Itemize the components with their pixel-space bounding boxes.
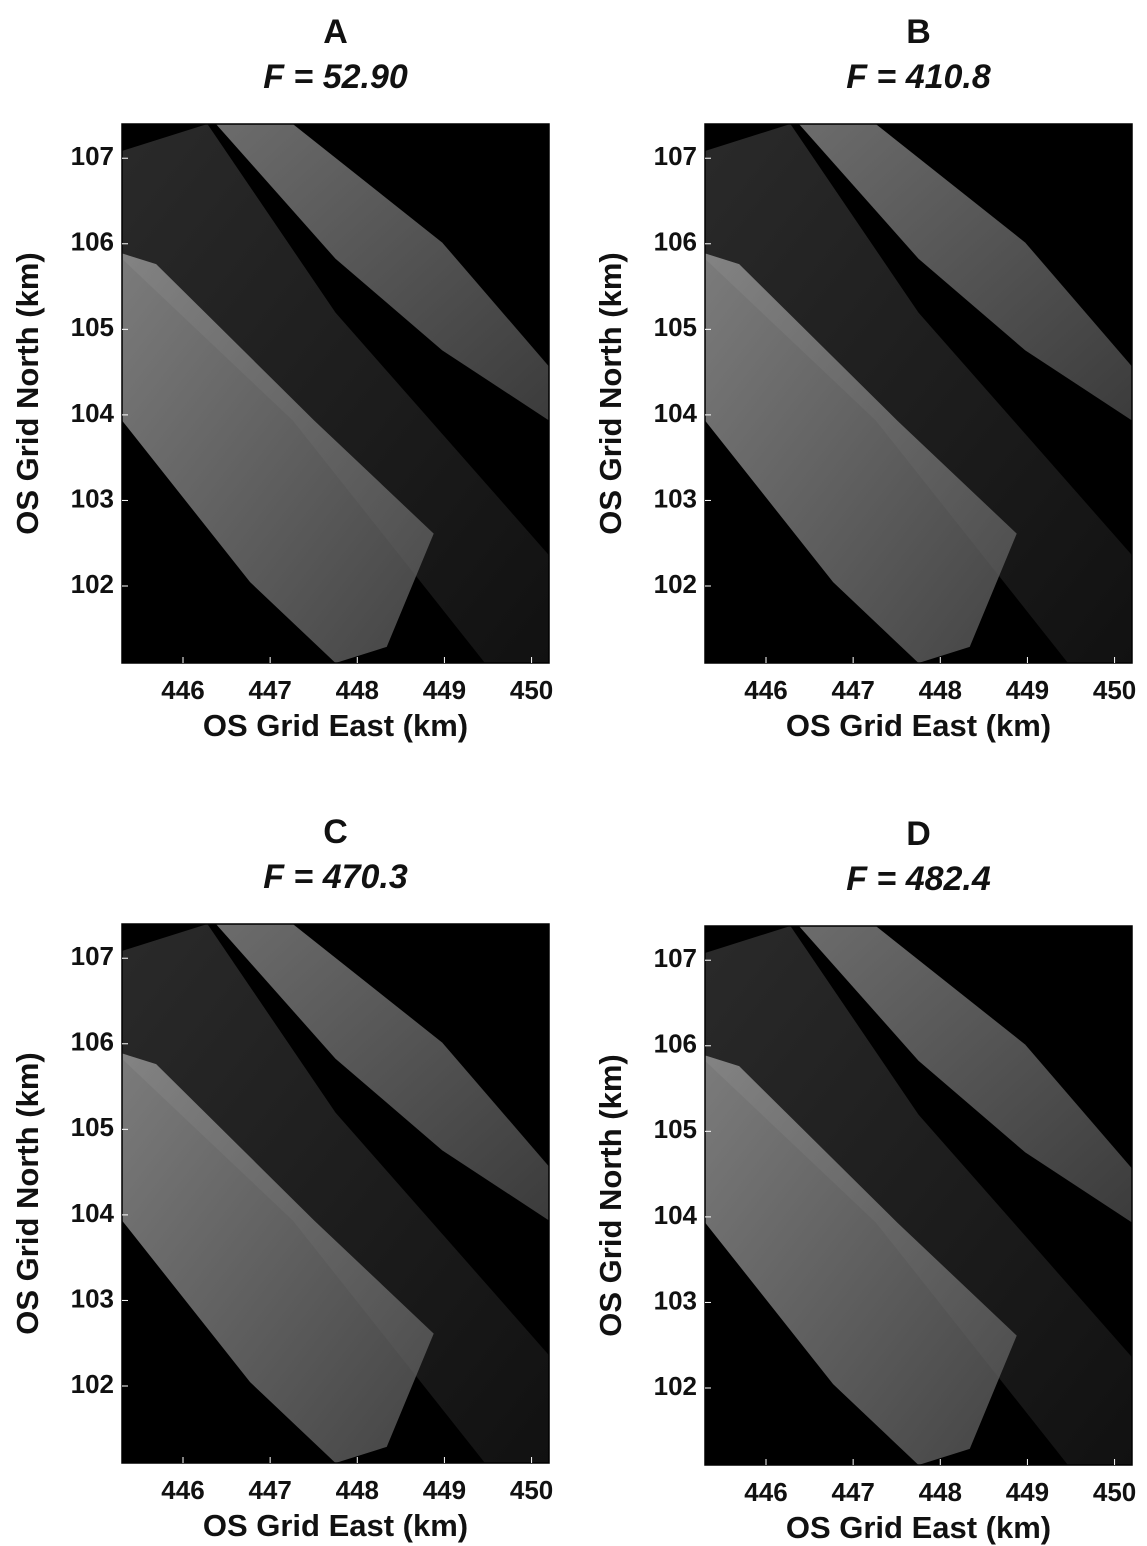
y-tick-label: 104 (654, 1200, 698, 1230)
x-axis-label: OS Grid East (km) (786, 1510, 1051, 1545)
x-tick-label: 446 (161, 675, 204, 705)
x-tick-label: 448 (336, 1475, 379, 1505)
x-axis-label: OS Grid East (km) (203, 708, 468, 743)
panel-title: A (323, 13, 348, 51)
y-tick-label: 103 (71, 483, 114, 513)
x-tick-label: 449 (1006, 1477, 1049, 1507)
x-tick-label: 449 (1006, 675, 1049, 705)
y-tick-label: 105 (654, 1114, 697, 1144)
y-tick-label: 102 (654, 569, 697, 599)
y-axis-label: OS Grid North (km) (10, 252, 45, 534)
figure: A F = 52.90 446 447 448 449 450 102 103 104 105 106… (0, 0, 1147, 1546)
x-tick-label: 449 (423, 675, 466, 705)
x-tick-label: 448 (919, 675, 962, 705)
y-tick-label: 104 (71, 398, 115, 428)
panel-title: B (906, 13, 931, 51)
x-tick-label: 448 (919, 1477, 962, 1507)
panel-subtitle: F = 410.8 (846, 58, 991, 96)
y-tick-label: 103 (654, 483, 697, 513)
x-tick-label: 448 (336, 675, 379, 705)
x-tick-label: 450 (510, 1475, 553, 1505)
x-tick-label: 450 (1093, 675, 1136, 705)
x-axis-label: OS Grid East (km) (786, 708, 1051, 743)
y-tick-label: 106 (654, 227, 697, 257)
x-tick-label: 447 (831, 1477, 874, 1507)
y-tick-label: 102 (654, 1371, 697, 1401)
panel-title: C (323, 813, 348, 851)
y-axis-label: OS Grid North (km) (593, 252, 628, 534)
y-tick-label: 107 (71, 141, 114, 171)
x-axis-label: OS Grid East (km) (203, 1508, 468, 1543)
x-tick-label: 447 (831, 675, 874, 705)
y-tick-label: 105 (654, 312, 697, 342)
x-tick-label: 446 (744, 1477, 787, 1507)
y-tick-label: 102 (71, 1369, 114, 1399)
y-tick-label: 106 (654, 1029, 697, 1059)
x-tick-label: 450 (510, 675, 553, 705)
y-tick-label: 105 (71, 312, 114, 342)
x-tick-label: 446 (744, 675, 787, 705)
y-tick-label: 104 (71, 1198, 115, 1228)
y-tick-label: 107 (71, 941, 114, 971)
y-tick-label: 107 (654, 141, 697, 171)
panel-subtitle: F = 482.4 (846, 860, 991, 898)
y-axis-label: OS Grid North (km) (593, 1054, 628, 1336)
panel-subtitle: F = 470.3 (263, 858, 408, 896)
y-tick-label: 106 (71, 1027, 114, 1057)
x-tick-label: 447 (248, 675, 291, 705)
y-tick-label: 107 (654, 943, 697, 973)
x-tick-label: 449 (423, 1475, 466, 1505)
x-tick-label: 447 (248, 1475, 291, 1505)
panel-subtitle: F = 52.90 (263, 58, 408, 96)
x-tick-label: 446 (161, 1475, 204, 1505)
y-axis-label: OS Grid North (km) (10, 1052, 45, 1334)
y-tick-label: 106 (71, 227, 114, 257)
panel-title: D (906, 815, 931, 853)
y-tick-label: 102 (71, 569, 114, 599)
y-tick-label: 103 (654, 1285, 697, 1315)
y-tick-label: 103 (71, 1283, 114, 1313)
x-tick-label: 450 (1093, 1477, 1136, 1507)
y-tick-label: 105 (71, 1112, 114, 1142)
y-tick-label: 104 (654, 398, 698, 428)
